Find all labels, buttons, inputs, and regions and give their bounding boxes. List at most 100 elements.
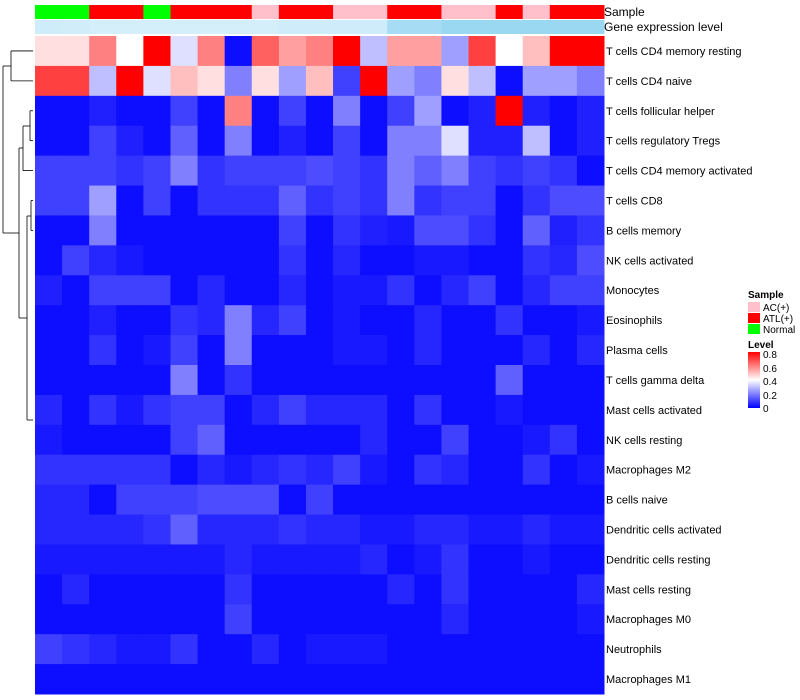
- heatmap-cell: [278, 604, 307, 635]
- heatmap-cell: [170, 65, 199, 97]
- heatmap-cell: [414, 484, 442, 516]
- heatmap-cell: [387, 305, 415, 336]
- heatmap-cell: [143, 36, 171, 67]
- expression-annotation-cell: [414, 20, 442, 34]
- heatmap-cell: [170, 424, 199, 456]
- heatmap-cell: [549, 454, 578, 486]
- heatmap-cell: [35, 65, 63, 97]
- heatmap-cell: [278, 394, 307, 426]
- heatmap-cell: [441, 484, 470, 516]
- heatmap-cell: [495, 305, 524, 336]
- heatmap-cell: [576, 185, 605, 216]
- heatmap-cell: [170, 275, 199, 306]
- heatmap-cell: [333, 65, 361, 97]
- heatmap-cell: [62, 215, 90, 246]
- heatmap-cell: [495, 65, 524, 97]
- heatmap-cell: [143, 574, 171, 605]
- heatmap-cell: [441, 604, 470, 635]
- heatmap-cell: [197, 185, 226, 216]
- heatmap-cell: [224, 65, 253, 97]
- heatmap-cell: [116, 305, 144, 336]
- sample-annotation-cell: [441, 5, 470, 19]
- heatmap-cell: [89, 365, 117, 396]
- heatmap-cell: [414, 155, 442, 187]
- heatmap-cell: [468, 484, 497, 516]
- expression-annotation-track: [35, 20, 605, 34]
- heatmap-cell: [224, 634, 253, 665]
- expression-annotation-cell: [305, 20, 334, 34]
- heatmap-cell: [387, 604, 415, 635]
- level-tick-0: 0: [763, 404, 769, 415]
- heatmap-cell: [89, 514, 117, 545]
- heatmap-cell: [441, 574, 470, 605]
- heatmap-cell: [305, 484, 334, 516]
- heatmap-cell: [89, 544, 117, 575]
- heatmap-cell: [495, 365, 524, 396]
- sample-annotation-cell: [387, 5, 415, 19]
- heatmap-cell: [333, 155, 361, 187]
- heatmap-cell: [549, 125, 578, 157]
- sample-annotation-cell: [278, 5, 307, 19]
- heatmap-cell: [170, 36, 199, 67]
- sample-annotation-cell: [251, 5, 280, 19]
- row-label: Mast cells activated: [606, 405, 702, 417]
- heatmap-cell: [576, 604, 605, 635]
- heatmap-cell: [278, 365, 307, 396]
- heatmap-cell: [35, 245, 63, 276]
- heatmap-cell: [116, 95, 144, 127]
- heatmap-cell: [468, 574, 497, 605]
- heatmap-cell: [305, 514, 334, 545]
- heatmap-cell: [251, 514, 280, 545]
- heatmap-cell: [143, 484, 171, 516]
- expression-annotation-cell: [441, 20, 470, 34]
- heatmap-cell: [305, 634, 334, 665]
- heatmap-cell: [89, 394, 117, 426]
- sample-annotation-cell: [35, 5, 63, 19]
- heatmap-cell: [468, 125, 497, 157]
- expression-annotation-cell: [251, 20, 280, 34]
- legend-label-normal: Normal: [763, 325, 795, 336]
- heatmap-cell: [170, 604, 199, 635]
- expression-annotation-cell: [197, 20, 226, 34]
- heatmap-cell: [251, 95, 280, 127]
- heatmap-cell: [576, 335, 605, 366]
- heatmap-cell: [305, 365, 334, 396]
- sample-legend-title: Sample: [748, 290, 784, 301]
- row-label: Neutrophils: [606, 644, 662, 656]
- heatmap-cell: [62, 394, 90, 426]
- row-label: T cells gamma delta: [606, 375, 705, 387]
- level-legend-title: Level: [748, 340, 774, 351]
- heatmap-cell: [35, 305, 63, 336]
- sample-annotation-cell: [333, 5, 361, 19]
- heatmap-cell: [414, 574, 442, 605]
- heatmap-cell: [414, 514, 442, 545]
- heatmap-cell: [441, 155, 470, 187]
- heatmap-cell: [333, 544, 361, 575]
- heatmap-cell: [468, 454, 497, 486]
- heatmap-cell: [251, 365, 280, 396]
- heatmap-cell: [549, 365, 578, 396]
- heatmap-cell: [414, 185, 442, 216]
- heatmap-cell: [360, 604, 388, 635]
- heatmap-cell: [278, 574, 307, 605]
- heatmap-cell: [495, 454, 524, 486]
- heatmap-cell: [576, 215, 605, 246]
- heatmap-cell: [360, 664, 388, 695]
- row-label: T cells follicular helper: [606, 106, 715, 118]
- heatmap-cell: [224, 95, 253, 127]
- heatmap-cell: [387, 394, 415, 426]
- heatmap-cell: [441, 95, 470, 127]
- heatmap-cell: [251, 664, 280, 695]
- heatmap-cell: [360, 484, 388, 516]
- row-labels: T cells CD4 memory resting T cells CD4 na…: [606, 46, 753, 686]
- heatmap-cell: [224, 36, 253, 67]
- heatmap-cell: [549, 65, 578, 97]
- heatmap-cell: [35, 36, 63, 67]
- heatmap-cell: [305, 394, 334, 426]
- heatmap-cell: [116, 245, 144, 276]
- legend-swatch-ac: [748, 302, 760, 312]
- expression-annotation-cell: [468, 20, 497, 34]
- heatmap-cell: [251, 424, 280, 456]
- heatmap-cell: [35, 185, 63, 216]
- heatmap-cell: [62, 365, 90, 396]
